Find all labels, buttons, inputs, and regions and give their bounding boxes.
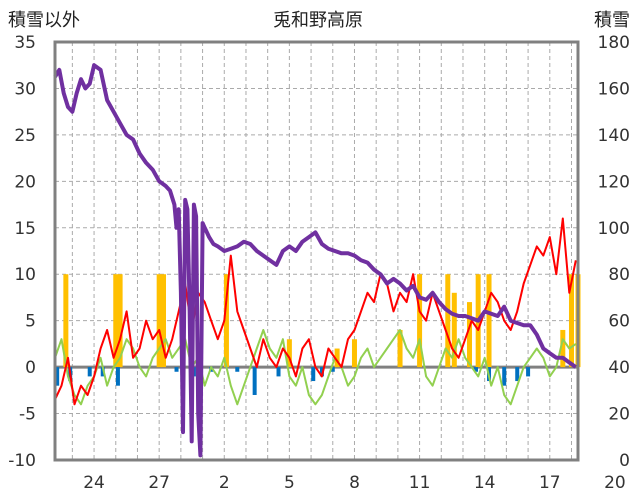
tick-labels: 35302520151050-5-10180160140120100806040… xyxy=(8,33,630,493)
y-tick-label: -10 xyxy=(8,451,36,471)
orange-bar xyxy=(486,274,492,368)
blue-bar xyxy=(515,367,520,382)
y2-tick-label: 120 xyxy=(598,172,630,192)
x-tick-label: 8 xyxy=(349,473,360,493)
orange-bar xyxy=(397,329,403,368)
blue-bar xyxy=(330,367,335,372)
blue-bar xyxy=(276,367,281,377)
green-series-line xyxy=(54,329,577,406)
y-tick-label: 5 xyxy=(25,312,36,332)
y2-tick-label: 40 xyxy=(608,358,630,378)
y2-tick-label: 160 xyxy=(598,79,630,99)
x-tick-label: 11 xyxy=(409,473,431,493)
orange-bar xyxy=(286,339,292,368)
y-tick-label: 25 xyxy=(14,126,36,146)
orange-bar xyxy=(113,274,119,368)
x-tick-label: 24 xyxy=(83,473,105,493)
blue-bar xyxy=(100,367,105,377)
chart-title: 兎和野高原 xyxy=(273,10,363,31)
blue-bar xyxy=(115,367,120,386)
y-tick-label: 10 xyxy=(14,265,36,285)
red-series-line xyxy=(54,217,577,406)
plot-background xyxy=(55,42,578,460)
orange-bar xyxy=(334,348,340,368)
orange-bar xyxy=(351,339,357,368)
line-series xyxy=(53,63,577,458)
blue-bar xyxy=(87,367,92,377)
blue-bar xyxy=(319,367,324,377)
y-tick-label: 30 xyxy=(14,79,36,99)
x-tick-label: 14 xyxy=(474,473,496,493)
plot-frame xyxy=(53,40,580,462)
y-tick-label: 0 xyxy=(25,358,36,378)
snow-depth-line xyxy=(53,63,577,458)
y-tick-label: 15 xyxy=(14,219,36,239)
blue-bar xyxy=(311,367,316,382)
orange-bar xyxy=(161,274,167,368)
blue-bar xyxy=(174,367,179,372)
blue-bar xyxy=(502,367,507,386)
blue-bar xyxy=(526,367,531,377)
orange-bar xyxy=(445,274,451,368)
blue-bar xyxy=(235,367,240,372)
orange-bar xyxy=(223,274,229,368)
y-tick-label: -5 xyxy=(19,405,36,425)
blue-bar xyxy=(252,367,257,395)
orange-bar xyxy=(117,274,123,368)
y2-tick-label: 20 xyxy=(608,405,630,425)
orange-bar xyxy=(466,302,472,368)
y2-tick-label: 60 xyxy=(608,312,630,332)
orange-bar xyxy=(417,274,423,368)
grid xyxy=(55,42,578,460)
y2-tick-label: 100 xyxy=(598,219,630,239)
left-axis-label: 積雪以外 xyxy=(8,10,80,31)
orange-bar xyxy=(156,274,162,368)
y2-tick-label: 80 xyxy=(608,265,630,285)
y2-tick-label: 140 xyxy=(598,126,630,146)
x-tick-label: 2 xyxy=(219,473,230,493)
right-axis-label: 積雪 xyxy=(594,10,630,31)
y2-tick-label: 180 xyxy=(598,33,630,53)
y2-tick-label: 0 xyxy=(619,451,630,471)
x-tick-label: 27 xyxy=(148,473,170,493)
blue-bar xyxy=(55,367,60,386)
x-tick-label: 5 xyxy=(284,473,295,493)
y-tick-label: 20 xyxy=(14,172,36,192)
plot-border xyxy=(53,40,580,462)
x-tick-label: 17 xyxy=(539,473,561,493)
orange-bar xyxy=(63,274,69,368)
blue-bar xyxy=(474,367,479,372)
y-tick-label: 35 xyxy=(14,33,36,53)
orange-bar xyxy=(568,274,574,368)
x-tick-label: 20 xyxy=(604,473,626,493)
orange-bar xyxy=(560,329,566,368)
orange-bar xyxy=(451,292,457,368)
